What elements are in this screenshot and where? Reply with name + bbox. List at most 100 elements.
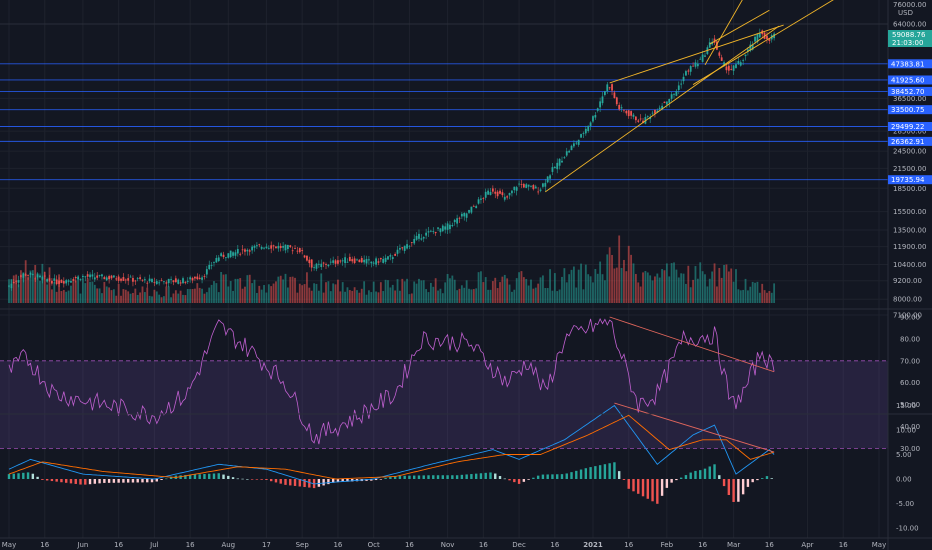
candle-body[interactable] — [344, 257, 346, 264]
candle-body[interactable] — [151, 279, 153, 283]
candle-body[interactable] — [289, 245, 292, 248]
candle-body[interactable] — [456, 218, 459, 224]
candle-body[interactable] — [20, 275, 22, 277]
candle-body[interactable] — [48, 278, 51, 281]
candle-body[interactable] — [329, 261, 332, 263]
candle-body[interactable] — [696, 63, 699, 67]
candle-body[interactable] — [587, 125, 590, 131]
candle-body[interactable] — [494, 191, 497, 194]
candle-body[interactable] — [687, 70, 690, 72]
candle-body[interactable] — [403, 245, 406, 251]
candle-body[interactable] — [410, 242, 413, 243]
candle-body[interactable] — [8, 285, 10, 287]
candle-body[interactable] — [408, 245, 411, 247]
candle-body[interactable] — [480, 198, 482, 200]
candle-body[interactable] — [96, 275, 99, 278]
candle-body[interactable] — [282, 246, 285, 248]
candle-body[interactable] — [303, 255, 306, 258]
candle-body[interactable] — [537, 191, 540, 193]
candle-body[interactable] — [675, 91, 678, 96]
candle-body[interactable] — [10, 283, 13, 289]
candle-body[interactable] — [568, 150, 571, 153]
candle-body[interactable] — [208, 264, 211, 270]
candle-body[interactable] — [279, 245, 282, 248]
candle-body[interactable] — [39, 275, 41, 278]
candle-body[interactable] — [360, 258, 363, 263]
candle-body[interactable] — [155, 281, 158, 285]
candle-body[interactable] — [580, 134, 582, 138]
candle-body[interactable] — [77, 276, 80, 280]
candle-body[interactable] — [377, 261, 380, 263]
candle-body[interactable] — [713, 38, 716, 43]
candlesticks[interactable] — [8, 28, 776, 291]
candle-body[interactable] — [46, 279, 49, 282]
candle-body[interactable] — [134, 280, 137, 282]
candle-body[interactable] — [503, 196, 506, 200]
candle-body[interactable] — [86, 274, 89, 277]
candle-body[interactable] — [337, 260, 339, 264]
candle-body[interactable] — [384, 257, 387, 262]
candle-body[interactable] — [754, 36, 756, 42]
candle-body[interactable] — [553, 166, 556, 169]
candle-body[interactable] — [573, 143, 575, 147]
candle-body[interactable] — [203, 276, 206, 277]
candle-body[interactable] — [682, 76, 685, 82]
candle-body[interactable] — [103, 277, 106, 280]
candle-body[interactable] — [112, 275, 115, 278]
candle-body[interactable] — [646, 116, 649, 117]
candle-body[interactable] — [246, 249, 249, 252]
candle-body[interactable] — [210, 265, 213, 267]
candle-body[interactable] — [382, 258, 385, 263]
candle-body[interactable] — [346, 261, 349, 263]
candle-body[interactable] — [387, 256, 389, 260]
candle-body[interactable] — [699, 58, 702, 60]
candle-body[interactable] — [418, 233, 420, 239]
macd-line[interactable] — [8, 404, 775, 485]
trendlines[interactable] — [545, 0, 852, 193]
candle-body[interactable] — [625, 110, 628, 114]
candle-body[interactable] — [29, 272, 32, 275]
candle-body[interactable] — [704, 55, 706, 57]
candle-body[interactable] — [551, 167, 554, 172]
candle-body[interactable] — [642, 120, 644, 124]
candle-body[interactable] — [634, 116, 637, 121]
candle-body[interactable] — [520, 184, 523, 185]
candle-body[interactable] — [301, 249, 304, 251]
candle-body[interactable] — [432, 231, 435, 233]
candle-body[interactable] — [549, 175, 551, 179]
candle-body[interactable] — [623, 109, 625, 111]
candle-body[interactable] — [222, 254, 225, 258]
candle-body[interactable] — [353, 258, 356, 263]
candle-body[interactable] — [613, 92, 616, 99]
candle-body[interactable] — [589, 122, 592, 127]
candle-body[interactable] — [146, 282, 149, 284]
candle-body[interactable] — [67, 280, 70, 282]
candle-body[interactable] — [522, 184, 525, 188]
candle-body[interactable] — [453, 219, 456, 223]
candle-body[interactable] — [12, 282, 15, 284]
candle-body[interactable] — [556, 162, 559, 170]
trendline[interactable] — [709, 9, 770, 45]
candle-body[interactable] — [451, 224, 454, 227]
candle-body[interactable] — [229, 250, 232, 258]
candle-body[interactable] — [718, 52, 721, 56]
candle-body[interactable] — [120, 278, 122, 281]
candle-body[interactable] — [730, 68, 733, 70]
candle-body[interactable] — [470, 206, 473, 213]
candle-body[interactable] — [277, 245, 280, 249]
candle-body[interactable] — [496, 191, 499, 197]
candle-body[interactable] — [661, 105, 663, 110]
candle-body[interactable] — [577, 139, 580, 145]
candle-body[interactable] — [143, 279, 146, 281]
candle-body[interactable] — [544, 182, 547, 187]
candle-body[interactable] — [558, 158, 561, 166]
candle-body[interactable] — [62, 281, 65, 284]
candle-body[interactable] — [732, 65, 735, 71]
price-axis[interactable]: 76000.00 USD 64000.00 36500.00 28500.00 245… — [893, 1, 926, 550]
candle-body[interactable] — [241, 249, 244, 251]
candle-body[interactable] — [136, 278, 139, 280]
candle-body[interactable] — [484, 191, 487, 198]
candle-body[interactable] — [673, 93, 675, 95]
candle-body[interactable] — [196, 276, 199, 280]
